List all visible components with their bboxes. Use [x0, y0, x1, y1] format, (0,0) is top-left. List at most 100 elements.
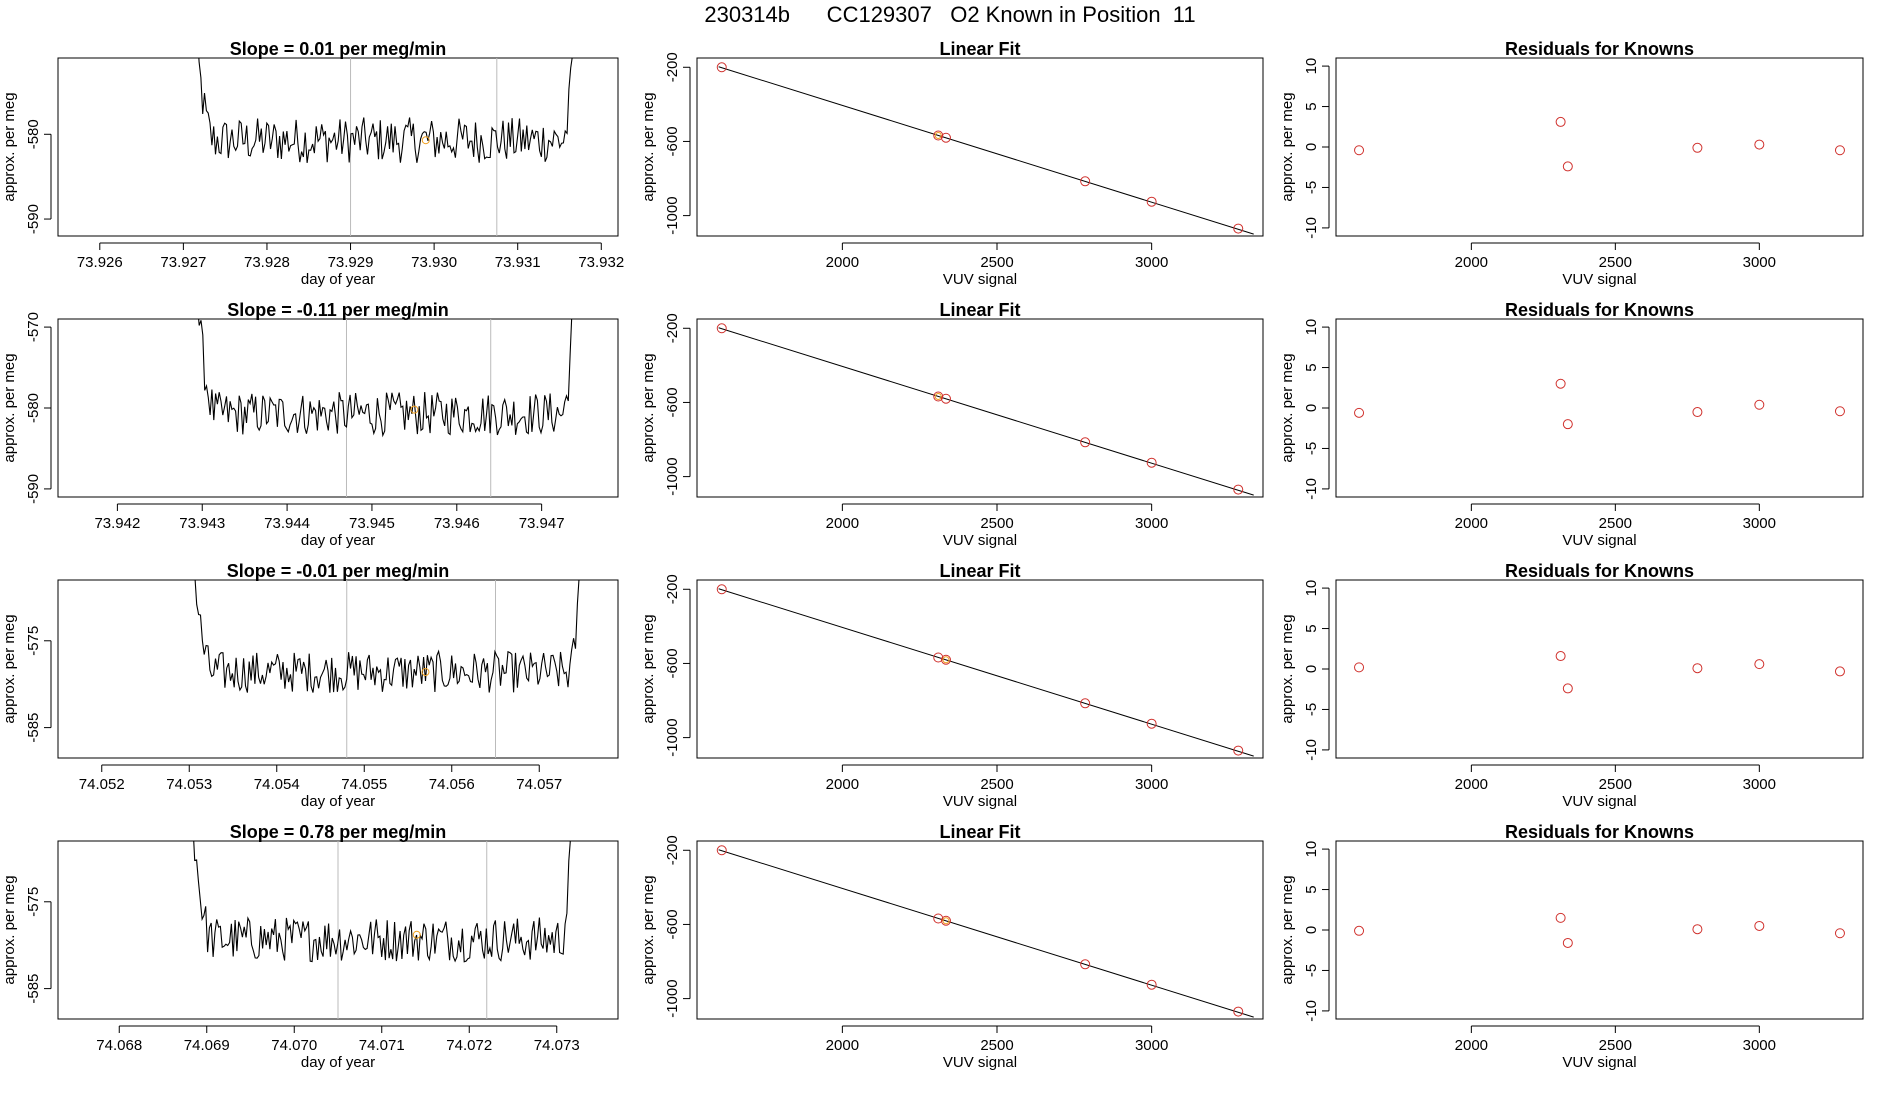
y-axis-label: approx. per meg: [640, 875, 657, 984]
data-point: [1146, 457, 1157, 468]
x-tick-label: 73.929: [328, 254, 374, 271]
fit-line: [718, 588, 1254, 757]
plot-frame: [696, 579, 1264, 759]
x-tick-label: 2000: [1455, 254, 1488, 271]
data-layer: [198, 58, 573, 236]
slope-title: Slope = -0.01 per meg/min: [227, 561, 450, 581]
x-tick-label: 74.054: [254, 776, 300, 793]
data-point: [940, 654, 951, 665]
data-point: [1754, 659, 1765, 670]
x-tick-label: 73.947: [519, 515, 565, 532]
y-tick-label: 10: [1303, 841, 1320, 858]
y-tick-label: -10: [1303, 1000, 1320, 1022]
y-tick-label: -200: [664, 835, 681, 865]
data-point: [716, 62, 727, 73]
data-point: [1233, 223, 1244, 234]
y-axis-label: approx. per meg: [1279, 614, 1296, 723]
data-layer: [198, 319, 573, 497]
x-tick-label: 73.930: [411, 254, 457, 271]
y-tick-label: -585: [25, 974, 42, 1004]
highlight-marker: [934, 132, 942, 140]
x-tick-label: 3000: [1135, 1037, 1168, 1054]
x-tick-label: 2500: [1599, 515, 1632, 532]
data-point: [1555, 116, 1566, 127]
data-point: [1562, 937, 1573, 948]
y-tick-label: -5: [1303, 964, 1320, 977]
x-axis-label: VUV signal: [1562, 532, 1636, 549]
data-layer: [1354, 116, 1845, 172]
plot-frame: [57, 318, 619, 498]
data-point: [716, 845, 727, 856]
linear-fit-title: Linear Fit: [939, 822, 1020, 842]
plot-frame: [1335, 318, 1864, 498]
y-tick-label: -570: [25, 312, 42, 342]
y-tick-label: -600: [664, 909, 681, 939]
y-tick-label: -1000: [664, 718, 681, 756]
y-tick-label: 10: [1303, 580, 1320, 597]
data-point: [1834, 666, 1845, 677]
x-axis-label: VUV signal: [943, 532, 1017, 549]
y-tick-label: -580: [25, 119, 42, 149]
y-tick-label: -200: [664, 574, 681, 604]
data-point: [1692, 142, 1703, 153]
data-layer: [194, 580, 580, 758]
y-tick-label: -600: [664, 648, 681, 678]
x-tick-label: 3000: [1743, 515, 1776, 532]
plot-frame: [696, 840, 1264, 1020]
slope-title: Slope = 0.78 per meg/min: [230, 822, 447, 842]
plot-frame: [696, 57, 1264, 237]
time-series-trace: [198, 319, 573, 438]
data-point: [1080, 176, 1091, 187]
panel-r2-c3: Residuals for Knowns 2000 2500 3000 VUV sign…: [1279, 300, 1864, 549]
data-layer: [716, 62, 1254, 235]
data-point: [933, 391, 944, 402]
x-axis-label: VUV signal: [1562, 793, 1636, 810]
data-point: [1146, 718, 1157, 729]
residuals-title: Residuals for Knowns: [1505, 822, 1694, 842]
data-point: [1555, 912, 1566, 923]
y-tick-label: -1000: [664, 979, 681, 1017]
y-tick-label: -5: [1303, 703, 1320, 716]
data-point: [940, 132, 951, 143]
y-tick-label: -10: [1303, 478, 1320, 500]
y-tick-label: -600: [664, 387, 681, 417]
panel-r3-c3: Residuals for Knowns 2000 2500 3000 VUV sign…: [1279, 561, 1864, 810]
data-point: [1233, 1006, 1244, 1017]
highlight-marker: [942, 917, 950, 925]
x-tick-label: 73.931: [495, 254, 541, 271]
x-tick-label: 3000: [1135, 776, 1168, 793]
y-tick-label: -10: [1303, 217, 1320, 239]
y-tick-label: 10: [1303, 319, 1320, 336]
x-tick-label: 74.052: [79, 776, 125, 793]
plot-frame: [57, 579, 619, 759]
x-tick-label: 73.944: [264, 515, 310, 532]
x-tick-label: 2000: [1455, 515, 1488, 532]
y-tick-label: 5: [1303, 885, 1320, 893]
highlight-marker: [421, 668, 430, 677]
x-tick-label: 2500: [1599, 254, 1632, 271]
highlight-marker: [410, 405, 419, 414]
page-title: 230314b CC129307 O2 Known in Position 11: [704, 2, 1196, 27]
data-layer: [716, 323, 1254, 496]
slope-title: Slope = 0.01 per meg/min: [230, 39, 447, 59]
y-axis-label: approx. per meg: [1, 353, 18, 462]
plot-frame: [696, 318, 1264, 498]
y-tick-label: -1000: [664, 457, 681, 495]
x-tick-label: 73.943: [179, 515, 225, 532]
x-tick-label: 3000: [1743, 254, 1776, 271]
x-tick-label: 73.927: [160, 254, 206, 271]
x-tick-label: 73.928: [244, 254, 290, 271]
y-tick-label: -200: [664, 313, 681, 343]
time-series-trace: [193, 841, 571, 963]
linear-fit-title: Linear Fit: [939, 39, 1020, 59]
linear-fit-title: Linear Fit: [939, 561, 1020, 581]
data-point: [1354, 407, 1365, 418]
residuals-title: Residuals for Knowns: [1505, 561, 1694, 581]
x-tick-label: 74.057: [516, 776, 562, 793]
data-point: [1754, 139, 1765, 150]
x-tick-label: 2500: [1599, 1037, 1632, 1054]
x-tick-label: 74.070: [271, 1037, 317, 1054]
highlight-marker: [934, 393, 942, 401]
data-point: [1555, 378, 1566, 389]
